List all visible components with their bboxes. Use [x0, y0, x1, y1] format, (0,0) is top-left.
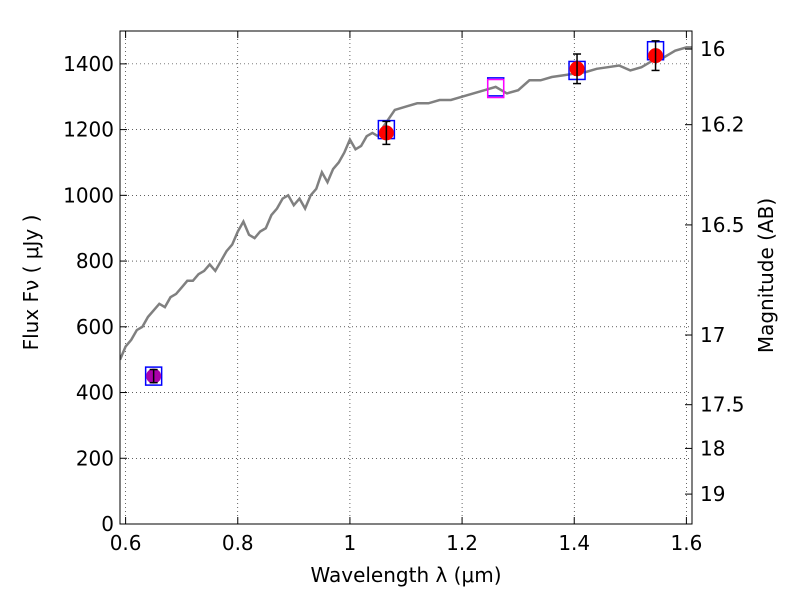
y-tick-label: 1400	[63, 52, 114, 76]
y-tick-label: 600	[76, 315, 114, 339]
y2-tick-label: 17	[700, 323, 725, 347]
open-square-marker	[144, 366, 163, 386]
plot-series	[120, 40, 692, 386]
y2-tick-label: 17.5	[700, 393, 745, 417]
x-tick-label: 1.4	[558, 531, 590, 555]
y-tick-label: 800	[76, 249, 114, 273]
x-tick-label: 1	[344, 531, 357, 555]
grid-lines	[120, 31, 692, 525]
x-tick-label: 1.6	[670, 531, 702, 555]
y-tick-label: 1000	[63, 183, 114, 207]
y2-tick-label: 18	[700, 436, 725, 460]
x-tick-label: 1.2	[446, 531, 478, 555]
y2-tick-label: 16.5	[700, 213, 745, 237]
y2-tick-label: 16.2	[700, 113, 745, 137]
y-axis-label: Flux Fν ( μJy )	[19, 215, 43, 351]
tick-labels: 0.6 0.8 1 1.2 1.4 1.6 0 200 400 600 800 1000 1200 140…	[63, 37, 744, 555]
y2-tick-label: 19	[700, 482, 725, 506]
y-tick-label: 200	[76, 446, 114, 470]
x-tick-label: 0.8	[222, 531, 254, 555]
open-square-marker	[486, 78, 505, 99]
y-tick-label: 1200	[63, 118, 114, 142]
y-tick-label: 400	[76, 381, 114, 405]
y-tick-label: 0	[101, 512, 114, 536]
x-axis-label: Wavelength λ (μm)	[310, 563, 501, 587]
y2-tick-label: 16	[700, 37, 725, 61]
x-tick-label: 0.6	[110, 531, 142, 555]
axis-ticks	[120, 31, 692, 525]
model-spectrum-line	[120, 46, 692, 361]
plot-frame	[119, 30, 693, 525]
y2-axis-label: Magnitude (AB)	[754, 198, 778, 353]
